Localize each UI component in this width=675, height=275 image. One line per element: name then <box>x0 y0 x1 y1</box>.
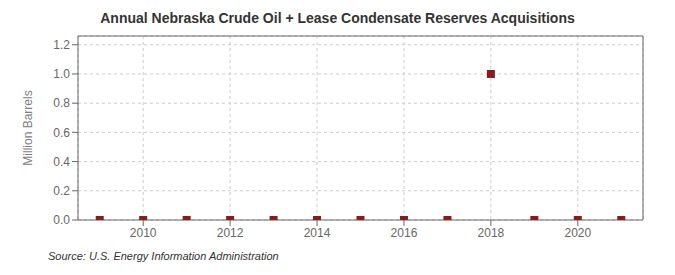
svg-text:2020: 2020 <box>564 226 591 240</box>
svg-text:0.2: 0.2 <box>53 184 70 198</box>
svg-text:1.0: 1.0 <box>53 67 70 81</box>
html-text:Annual Nebraska Crude Oil + Le: Annual Nebraska Crude Oil + Lease Conden… <box>100 10 575 26</box>
svg-text:0.0: 0.0 <box>53 213 70 227</box>
svg-text:2016: 2016 <box>391 226 418 240</box>
svg-text:2014: 2014 <box>304 226 331 240</box>
svg-text:2018: 2018 <box>478 226 505 240</box>
svg-text:1.2: 1.2 <box>53 38 70 52</box>
svg-text:2010: 2010 <box>130 226 157 240</box>
svg-text:0.4: 0.4 <box>53 155 70 169</box>
svg-text:2012: 2012 <box>217 226 244 240</box>
svg-text:0.6: 0.6 <box>53 126 70 140</box>
svg-text:0.8: 0.8 <box>53 96 70 110</box>
svg-text:Million Barrels: Million Barrels <box>21 90 35 165</box>
html-text:Source: U.S. Energy Informatio: Source: U.S. Energy Information Administ… <box>48 250 279 262</box>
